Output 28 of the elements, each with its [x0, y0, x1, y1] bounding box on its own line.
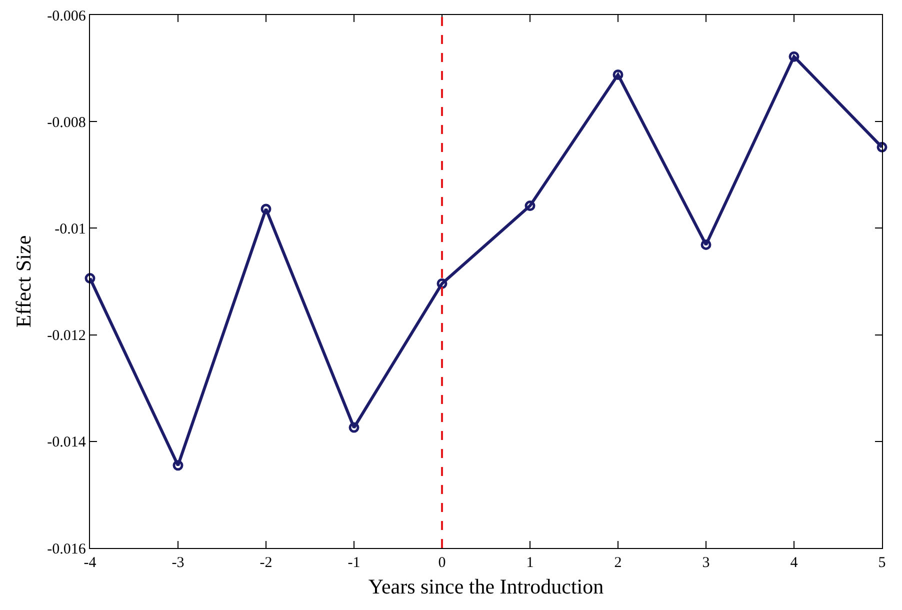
- point: [260, 204, 272, 214]
- x-tick-label: 1: [526, 555, 534, 572]
- point: [524, 200, 536, 212]
- x-tick-label: -1: [348, 555, 360, 572]
- point: [84, 273, 96, 284]
- point: [700, 239, 712, 250]
- x-tick-label: -4: [84, 555, 97, 572]
- x-tick-label: -3: [172, 555, 184, 572]
- y-tick-label: -0.006: [47, 8, 86, 24]
- x-tick-label: 5: [878, 555, 886, 572]
- x-tick-label: 4: [790, 555, 798, 572]
- point: [876, 142, 888, 152]
- y-tick-label: -0.014: [47, 434, 86, 451]
- x-axis-title: Years since the Introduction: [368, 574, 604, 598]
- point: [172, 460, 184, 471]
- point: [348, 422, 360, 433]
- point: [436, 278, 448, 289]
- y-tick-label: -0.016: [47, 541, 86, 558]
- y-tick-label: -0.012: [47, 328, 86, 344]
- x-tick-label: 3: [702, 555, 710, 572]
- y-tick-label: -0.008: [47, 114, 86, 131]
- point: [612, 69, 624, 80]
- point: [788, 51, 800, 62]
- y-tick-label: -0.01: [54, 221, 86, 238]
- x-tick-label: 2: [614, 555, 622, 572]
- x-tick-label: 0: [438, 555, 446, 572]
- y-axis-title: Effect Size: [11, 235, 36, 328]
- x-tick-label: -2: [260, 555, 272, 572]
